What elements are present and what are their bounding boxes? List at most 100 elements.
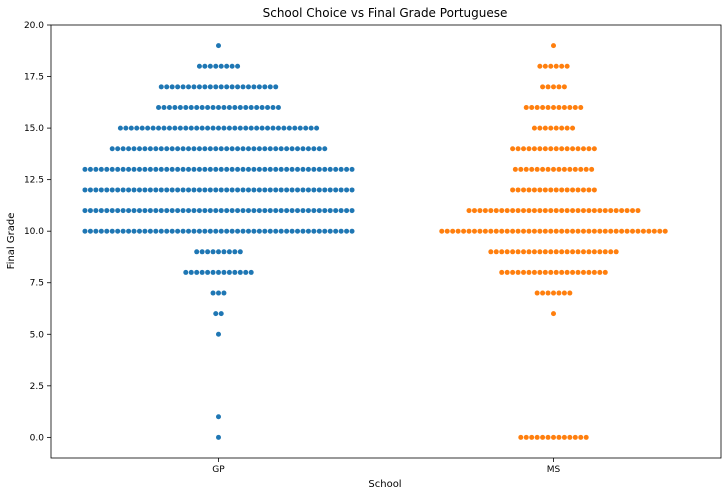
data-point-gp: [188, 104, 194, 110]
data-point-gp: [262, 208, 268, 214]
data-point-ms: [531, 146, 537, 152]
data-point-ms: [542, 269, 548, 275]
data-point-gp: [218, 228, 224, 234]
data-point-gp: [115, 228, 121, 234]
data-point-gp: [188, 125, 194, 131]
data-point-ms: [591, 228, 597, 234]
data-point-ms: [439, 228, 445, 234]
y-tick-label: 17.5: [24, 73, 44, 83]
data-point-gp: [205, 104, 211, 110]
data-point-gp: [169, 84, 175, 90]
data-point-gp: [254, 104, 260, 110]
data-point-ms: [515, 269, 521, 275]
data-point-gp: [316, 146, 322, 152]
data-point-ms: [556, 166, 562, 172]
data-point-ms: [548, 146, 554, 152]
data-point-ms: [586, 249, 592, 255]
data-point-ms: [586, 208, 592, 214]
data-point-gp: [164, 228, 170, 234]
data-point-gp: [87, 208, 93, 214]
data-point-gp: [265, 104, 271, 110]
y-tick-label: 7.5: [30, 279, 44, 289]
data-point-gp: [289, 228, 295, 234]
data-point-ms: [570, 249, 576, 255]
data-point-ms: [564, 249, 570, 255]
data-point-gp: [221, 269, 227, 275]
data-point-ms: [537, 63, 543, 69]
data-point-ms: [488, 228, 494, 234]
data-point-gp: [186, 166, 192, 172]
data-point-gp: [156, 125, 162, 131]
data-point-gp: [104, 208, 110, 214]
data-point-gp: [232, 269, 238, 275]
data-point-gp: [251, 187, 257, 193]
data-point-gp: [169, 228, 175, 234]
data-point-gp: [153, 187, 159, 193]
data-point-gp: [194, 269, 200, 275]
data-point-ms: [551, 43, 556, 49]
data-point-ms: [531, 228, 537, 234]
data-point-gp: [245, 166, 251, 172]
data-point-gp: [147, 228, 153, 234]
data-point-gp: [218, 146, 224, 152]
data-point-gp: [136, 208, 142, 214]
data-point-ms: [548, 63, 554, 69]
data-point-ms: [515, 146, 521, 152]
data-point-gp: [177, 104, 183, 110]
data-point-gp: [273, 228, 279, 234]
data-point-gp: [229, 84, 235, 90]
data-point-gp: [205, 125, 211, 131]
data-point-gp: [142, 208, 148, 214]
data-point-ms: [564, 63, 570, 69]
data-point-gp: [93, 228, 99, 234]
data-point-gp: [199, 125, 205, 131]
data-point-gp: [210, 290, 216, 296]
data-point-gp: [213, 63, 219, 69]
data-point-gp: [126, 187, 132, 193]
data-point-ms: [540, 84, 546, 90]
data-point-gp: [243, 125, 249, 131]
data-point-gp: [333, 166, 339, 172]
data-point-ms: [570, 187, 576, 193]
data-point-gp: [338, 228, 344, 234]
data-point-ms: [540, 434, 546, 440]
data-point-ms: [551, 434, 556, 440]
data-point-gp: [164, 208, 170, 214]
data-point-gp: [164, 187, 170, 193]
data-point-gp: [120, 187, 126, 193]
data-point-gp: [115, 166, 121, 172]
data-point-gp: [147, 187, 153, 193]
data-point-gp: [120, 166, 126, 172]
data-point-ms: [540, 290, 546, 296]
data-point-gp: [109, 146, 115, 152]
data-point-gp: [240, 228, 246, 234]
data-point-ms: [531, 269, 537, 275]
data-point-gp: [240, 208, 246, 214]
data-point-gp: [98, 208, 104, 214]
data-point-ms: [553, 146, 559, 152]
data-point-gp: [273, 84, 279, 90]
data-point-ms: [597, 249, 603, 255]
x-axis-label: School: [368, 479, 401, 490]
data-point-gp: [194, 249, 200, 255]
data-point-gp: [300, 187, 306, 193]
data-point-gp: [153, 208, 159, 214]
data-point-gp: [131, 146, 137, 152]
data-point-ms: [542, 63, 548, 69]
data-point-gp: [316, 228, 322, 234]
data-point-gp: [109, 187, 115, 193]
data-point-gp: [216, 290, 221, 296]
data-point-gp: [213, 311, 219, 317]
data-point-gp: [109, 208, 115, 214]
data-point-gp: [265, 125, 271, 131]
data-point-ms: [578, 166, 584, 172]
data-point-gp: [284, 146, 290, 152]
data-point-ms: [482, 208, 488, 214]
data-point-ms: [564, 228, 570, 234]
data-point-gp: [245, 228, 251, 234]
data-point-gp: [349, 208, 355, 214]
data-point-gp: [207, 63, 213, 69]
data-point-ms: [591, 146, 597, 152]
data-point-gp: [224, 166, 230, 172]
